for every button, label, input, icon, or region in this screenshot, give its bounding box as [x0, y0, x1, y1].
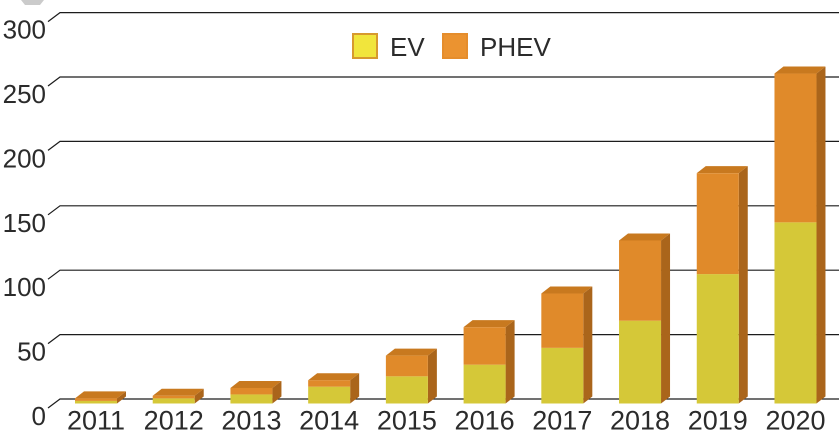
bar-2011 [75, 391, 126, 404]
bar-side-face-2013 [272, 380, 282, 404]
bar-top-face-2014 [308, 373, 360, 381]
bar-segment-phev-2019 [696, 173, 739, 275]
gridline-200 [47, 140, 839, 151]
bar-segment-ev-2015 [385, 376, 428, 404]
bar-top-face-2011 [75, 391, 126, 399]
y-tick-label-250: 250 [3, 79, 46, 109]
x-tick-label-2019: 2019 [688, 406, 748, 436]
bar-segment-ev-2018 [619, 320, 662, 404]
legend: EV PHEV [352, 32, 551, 62]
bar-2017 [541, 286, 593, 404]
bar-2020 [774, 66, 826, 404]
y-tick-label-200: 200 [3, 143, 46, 173]
bar-segment-ev-2014 [308, 386, 351, 404]
y-tick-label-150: 150 [3, 208, 46, 238]
x-tick-label-2014: 2014 [299, 406, 359, 436]
cropped-artifact [21, 0, 44, 5]
bar-segment-phev-2016 [463, 327, 506, 365]
bar-side-face-2016 [505, 320, 515, 404]
y-tick-label-100: 100 [3, 272, 46, 302]
bar-segment-phev-2014 [308, 380, 351, 387]
bar-segment-phev-2017 [541, 293, 584, 348]
bar-segment-phev-2013 [230, 387, 273, 395]
bar-side-face-2018 [661, 233, 671, 404]
bar-segment-phev-2018 [619, 240, 662, 321]
bar-segment-ev-2016 [463, 364, 506, 404]
y-tick-label-0: 0 [32, 401, 46, 431]
gridline-300 [47, 12, 839, 23]
bar-segment-ev-2013 [230, 394, 273, 404]
bar-side-face-2019 [738, 166, 748, 404]
bar-side-face-2015 [427, 348, 437, 404]
bar-top-face-2018 [619, 233, 671, 241]
bar-segment-ev-2017 [541, 347, 584, 404]
x-tick-label-2012: 2012 [144, 406, 204, 436]
bar-top-face-2013 [230, 380, 282, 388]
legend-label-ev: EV [390, 32, 425, 62]
x-tick-label-2011: 2011 [67, 406, 125, 436]
bar-2012 [152, 388, 204, 404]
bar-side-face-2011 [117, 391, 126, 404]
bar-2016 [463, 320, 515, 404]
legend-swatch-phev [442, 33, 468, 59]
x-tick-label-2016: 2016 [455, 406, 515, 436]
bar-segment-phev-2015 [385, 355, 428, 377]
bar-side-face-2017 [583, 286, 593, 404]
bar-segment-phev-2020 [774, 73, 817, 223]
bar-segment-ev-2019 [696, 274, 739, 404]
bar-segment-phev-2012 [152, 395, 195, 399]
bar-2014 [308, 373, 360, 404]
bar-2013 [230, 380, 282, 404]
y-tick-label-50: 50 [17, 337, 46, 367]
legend-swatch-ev [352, 33, 378, 59]
bar-segment-ev-2011 [75, 400, 117, 404]
bar-2015 [385, 348, 437, 404]
bar-side-face-2014 [350, 373, 360, 404]
x-tick-label-2018: 2018 [610, 406, 670, 436]
bar-2019 [696, 166, 748, 404]
bar-top-face-2019 [696, 166, 748, 174]
bar-side-face-2020 [816, 66, 826, 404]
bar-2018 [619, 233, 671, 404]
y-tick-label-300: 300 [3, 15, 46, 45]
x-tick-label-2015: 2015 [377, 406, 437, 436]
x-tick-label-2013: 2013 [221, 406, 281, 436]
bar-segment-ev-2020 [774, 222, 817, 404]
bar-top-face-2017 [541, 286, 593, 294]
x-tick-label-2017: 2017 [532, 406, 592, 436]
bar-top-face-2012 [152, 388, 204, 396]
x-tick-label-2020: 2020 [765, 406, 825, 436]
gridline-100 [47, 269, 839, 280]
gridline-250 [47, 76, 839, 87]
bar-segment-ev-2012 [152, 398, 195, 404]
bar-segment-phev-2011 [75, 398, 117, 401]
bar-side-face-2012 [194, 388, 204, 404]
bar-top-face-2016 [463, 320, 515, 328]
bar-top-face-2015 [385, 348, 437, 356]
legend-label-phev: PHEV [480, 32, 551, 62]
gridline-150 [47, 205, 839, 216]
bar-top-face-2020 [774, 66, 826, 74]
